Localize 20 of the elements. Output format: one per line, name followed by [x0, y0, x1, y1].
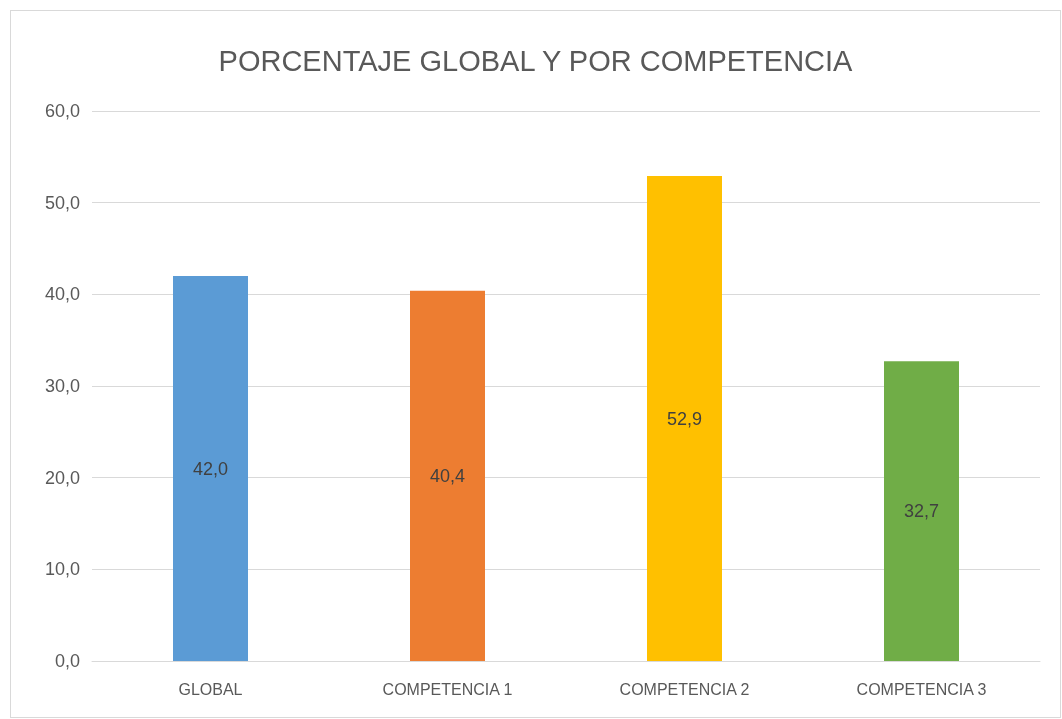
y-tick-label: 40,0 — [44, 284, 80, 305]
y-tick-label: 60,0 — [44, 101, 80, 121]
chart-title: PORCENTAJE GLOBAL Y POR COMPETENCIA — [218, 44, 854, 77]
data-label: 42,0 — [192, 458, 229, 479]
bar — [410, 290, 485, 661]
bar — [884, 361, 959, 661]
bar — [647, 176, 722, 661]
y-tick-label: 10,0 — [44, 559, 80, 580]
data-label: 32,7 — [903, 501, 940, 522]
x-tick-label: COMPETENCIA 1 — [382, 680, 513, 698]
x-tick-label: COMPETENCIA 2 — [619, 680, 750, 698]
y-tick-label: 20,0 — [44, 467, 80, 488]
data-label: 52,9 — [666, 408, 703, 429]
x-tick-label: GLOBAL — [178, 680, 243, 698]
bar — [173, 276, 248, 661]
data-label: 40,4 — [429, 465, 466, 486]
y-tick-label: 30,0 — [44, 376, 80, 396]
y-tick-label: 0,0 — [54, 651, 80, 671]
y-tick-label: 50,0 — [44, 192, 80, 213]
x-tick-label: COMPETENCIA 3 — [856, 680, 987, 698]
